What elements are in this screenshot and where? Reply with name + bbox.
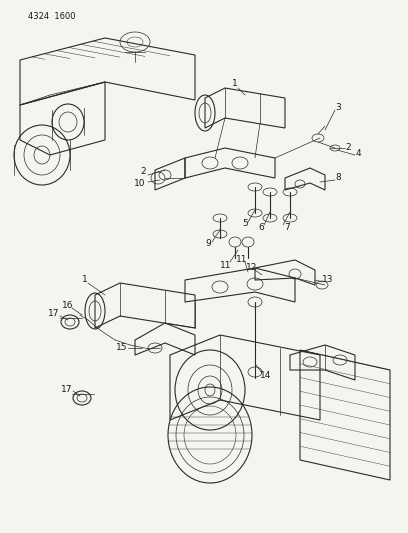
Text: 17: 17 (48, 310, 60, 319)
Text: 8: 8 (335, 174, 341, 182)
Text: 2: 2 (140, 167, 146, 176)
Text: 16: 16 (62, 301, 74, 310)
Text: 7: 7 (284, 222, 290, 231)
Text: 15: 15 (116, 343, 128, 352)
Text: 1: 1 (82, 276, 88, 285)
Text: 1: 1 (232, 79, 238, 88)
Text: 3: 3 (335, 102, 341, 111)
Text: 6: 6 (258, 222, 264, 231)
Text: 5: 5 (242, 220, 248, 229)
Text: 2: 2 (345, 143, 351, 152)
Text: 9: 9 (205, 239, 211, 248)
Text: 4: 4 (355, 149, 361, 157)
Text: 4324  1600: 4324 1600 (28, 12, 75, 21)
Text: 14: 14 (260, 372, 272, 381)
Text: 11: 11 (236, 254, 248, 263)
Text: 11: 11 (220, 261, 232, 270)
Text: 12: 12 (246, 262, 258, 271)
Text: 10: 10 (134, 179, 146, 188)
Text: 17: 17 (61, 384, 73, 393)
Text: 13: 13 (322, 276, 334, 285)
